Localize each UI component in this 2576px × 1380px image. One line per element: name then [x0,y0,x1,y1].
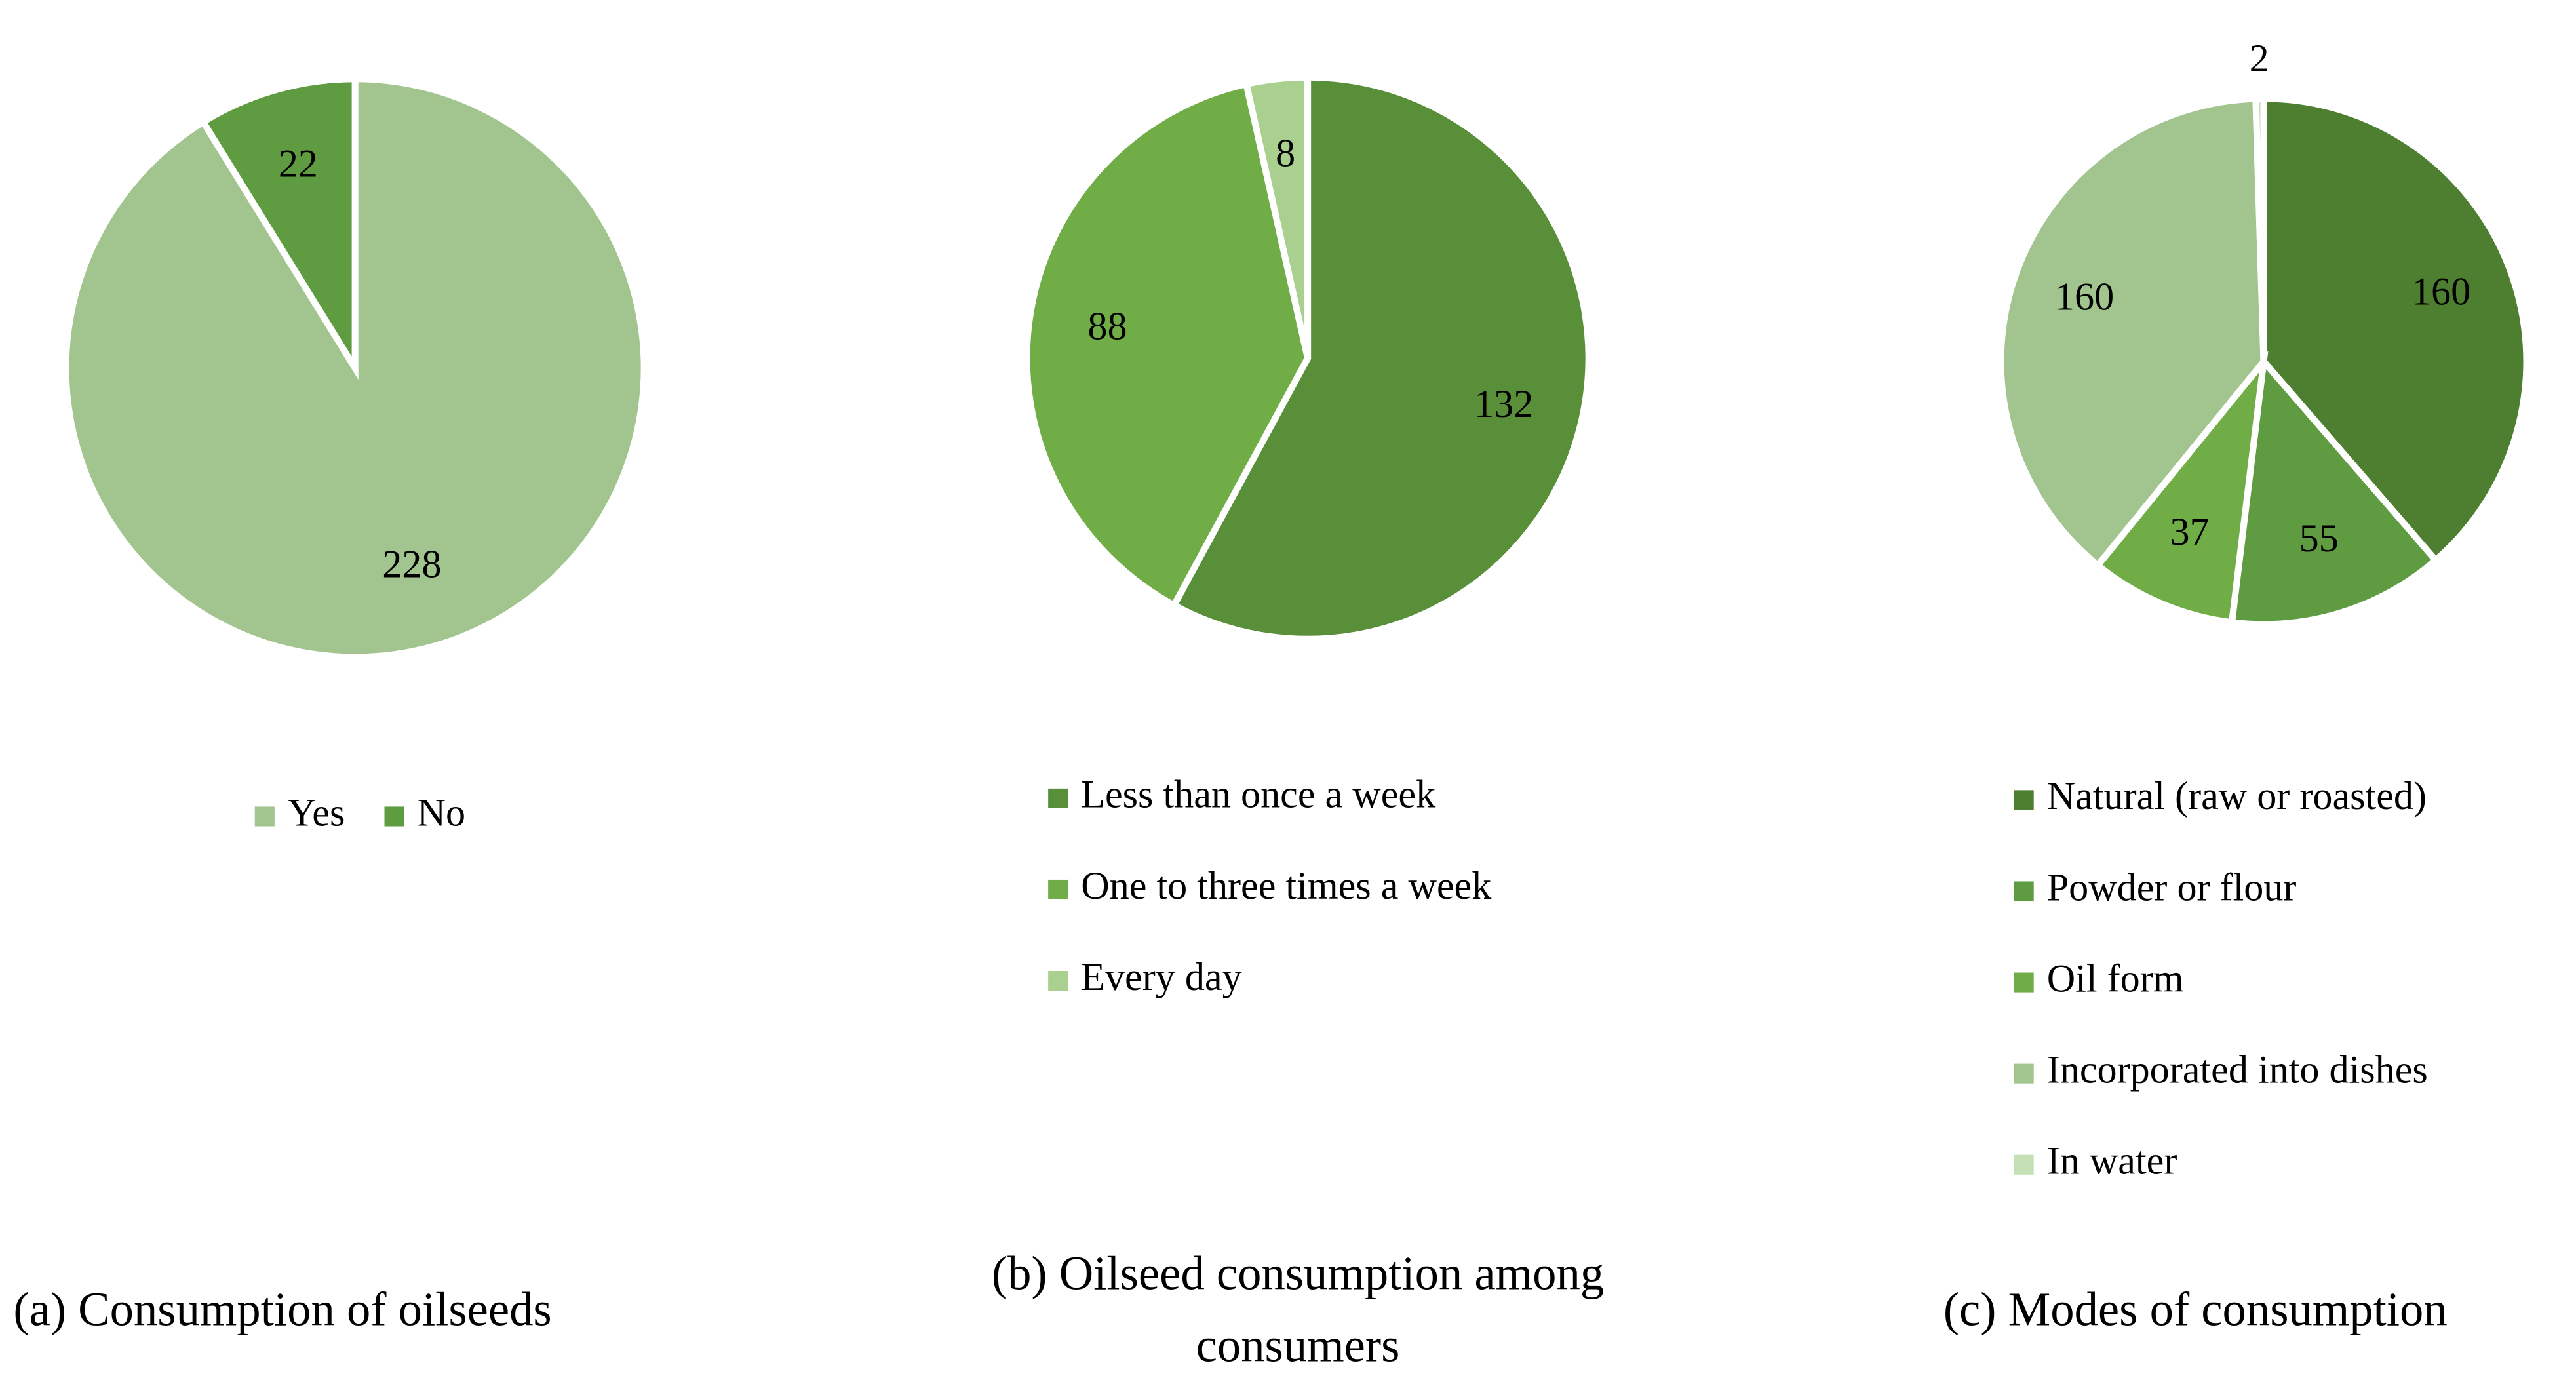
legend-label: Every day [1081,955,1241,999]
legend-swatch [1048,971,1068,991]
data-label: 55 [2299,517,2339,561]
legend-label: Powder or flour [2047,865,2297,909]
legend-label: Less than once a week [1081,773,1436,817]
pie-slice [1242,73,1312,359]
legend-label: In water [2047,1139,2177,1183]
legend-swatch [2014,790,2034,810]
legend-label: Yes [288,791,345,835]
panel-title: (c) Modes of consumption [1943,1282,2448,1335]
data-label: 132 [1474,382,1533,426]
pie-slice [2228,353,2440,628]
legend-swatch [1048,788,1068,808]
legend-label: Natural (raw or roasted) [2047,774,2427,818]
legend-swatch [2014,972,2034,993]
pie-slice [2260,95,2530,565]
legend-swatch [254,806,275,827]
panel-title: (a) Consumption of oilseeds [13,1282,551,1335]
legend-label: No [418,791,465,835]
legend-swatch [2014,881,2034,901]
legend-swatch [2014,1154,2034,1175]
legend-swatch [2014,1063,2034,1084]
pie-slice [1997,95,2267,570]
data-label: 88 [1087,305,1127,349]
data-label: 2 [2250,37,2269,81]
legend-swatch [1048,879,1068,900]
data-label: 160 [2055,275,2114,319]
data-label: 37 [2170,510,2209,554]
data-label: 228 [382,543,441,587]
data-label: 8 [1276,131,1295,175]
data-label: 160 [2411,269,2470,313]
pie-slice [199,75,359,380]
pie-slice [2093,350,2269,626]
pie-slice [1023,80,1312,610]
panel-title: consumers [1196,1319,1400,1372]
data-label: 22 [279,142,318,186]
legend-swatch [384,806,404,827]
legend-label: Oil form [2047,956,2184,1000]
pie-slice [1169,73,1592,642]
legend-label: Incorporated into dishes [2047,1048,2428,1092]
panel-title: (b) Oilseed consumption among [992,1246,1604,1299]
pie-slice [2252,95,2267,362]
pie-slice [62,75,648,661]
legend-label: One to three times a week [1081,864,1492,908]
